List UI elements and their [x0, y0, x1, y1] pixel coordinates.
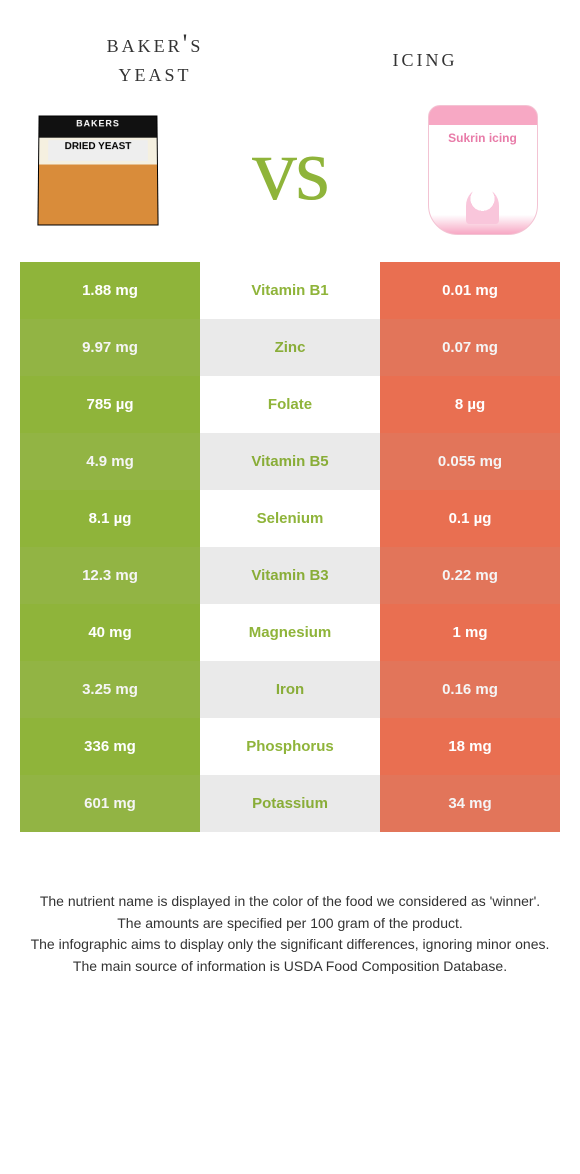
- right-value: 1 mg: [380, 604, 560, 661]
- yeast-label: DRIED YEAST: [39, 141, 157, 152]
- table-row: 785 µgFolate8 µg: [20, 376, 560, 433]
- right-value: 0.07 mg: [380, 319, 560, 376]
- header: baker's yeast icing: [0, 0, 580, 97]
- table-row: 3.25 mgIron0.16 mg: [20, 661, 560, 718]
- left-title-line2: yeast: [119, 58, 192, 87]
- images-row: BAKERS DRIED YEAST vs Sukrin icing: [0, 97, 580, 262]
- nutrient-name: Vitamin B3: [200, 547, 380, 604]
- nutrient-name: Iron: [200, 661, 380, 718]
- left-value: 12.3 mg: [20, 547, 200, 604]
- nutrient-name: Magnesium: [200, 604, 380, 661]
- right-value: 34 mg: [380, 775, 560, 832]
- nutrient-name: Potassium: [200, 775, 380, 832]
- table-row: 12.3 mgVitamin B30.22 mg: [20, 547, 560, 604]
- vs-label: vs: [252, 118, 328, 221]
- table-row: 40 mgMagnesium1 mg: [20, 604, 560, 661]
- footer-line: The main source of information is USDA F…: [30, 957, 550, 977]
- left-title: baker's yeast: [20, 30, 290, 87]
- footer-line: The nutrient name is displayed in the co…: [30, 892, 550, 912]
- table-row: 8.1 µgSelenium0.1 µg: [20, 490, 560, 547]
- left-value: 8.1 µg: [20, 490, 200, 547]
- left-value: 785 µg: [20, 376, 200, 433]
- nutrient-name: Phosphorus: [200, 718, 380, 775]
- left-value: 9.97 mg: [20, 319, 200, 376]
- icing-bag-icon: Sukrin icing: [428, 105, 538, 235]
- left-value: 40 mg: [20, 604, 200, 661]
- left-value: 336 mg: [20, 718, 200, 775]
- right-value: 18 mg: [380, 718, 560, 775]
- footer-notes: The nutrient name is displayed in the co…: [0, 892, 580, 976]
- nutrient-name: Vitamin B1: [200, 262, 380, 319]
- table-row: 1.88 mgVitamin B10.01 mg: [20, 262, 560, 319]
- right-title: icing: [290, 44, 560, 73]
- table-row: 336 mgPhosphorus18 mg: [20, 718, 560, 775]
- right-value: 0.22 mg: [380, 547, 560, 604]
- left-product-image: BAKERS DRIED YEAST: [30, 107, 165, 232]
- footer-line: The amounts are specified per 100 gram o…: [30, 914, 550, 934]
- table-row: 601 mgPotassium34 mg: [20, 775, 560, 832]
- left-value: 1.88 mg: [20, 262, 200, 319]
- yeast-box-icon: BAKERS DRIED YEAST: [37, 115, 158, 225]
- icing-brand: Sukrin icing: [429, 131, 537, 145]
- left-title-line1: baker's: [107, 29, 204, 58]
- table-row: 9.97 mgZinc0.07 mg: [20, 319, 560, 376]
- right-product-image: Sukrin icing: [415, 107, 550, 232]
- left-value: 4.9 mg: [20, 433, 200, 490]
- right-value: 0.1 µg: [380, 490, 560, 547]
- nutrient-name: Folate: [200, 376, 380, 433]
- yeast-top-label: BAKERS: [39, 118, 156, 128]
- comparison-table: 1.88 mgVitamin B10.01 mg9.97 mgZinc0.07 …: [20, 262, 560, 832]
- nutrient-name: Zinc: [200, 319, 380, 376]
- footer-line: The infographic aims to display only the…: [30, 935, 550, 955]
- nutrient-name: Vitamin B5: [200, 433, 380, 490]
- right-value: 8 µg: [380, 376, 560, 433]
- right-value: 0.16 mg: [380, 661, 560, 718]
- right-value: 0.055 mg: [380, 433, 560, 490]
- left-value: 601 mg: [20, 775, 200, 832]
- right-value: 0.01 mg: [380, 262, 560, 319]
- table-row: 4.9 mgVitamin B50.055 mg: [20, 433, 560, 490]
- left-value: 3.25 mg: [20, 661, 200, 718]
- nutrient-name: Selenium: [200, 490, 380, 547]
